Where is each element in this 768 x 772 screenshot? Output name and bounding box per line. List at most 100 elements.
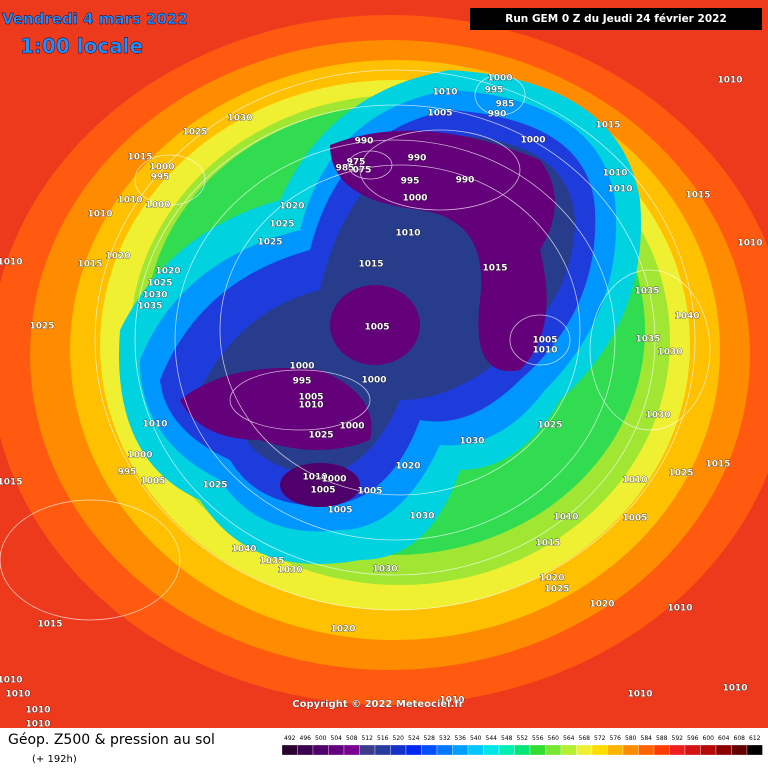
- pressure-label: 1000: [487, 74, 512, 84]
- pressure-label: 995: [118, 468, 137, 478]
- pressure-label: 1015: [37, 620, 62, 630]
- legend-swatch: [560, 744, 577, 756]
- pressure-label: 1020: [279, 202, 304, 212]
- pressure-label: 1015: [595, 121, 620, 131]
- forecast-time: 1:00 locale: [20, 34, 143, 58]
- legend-swatch: [638, 744, 655, 756]
- pressure-label: 1010: [439, 696, 464, 706]
- pressure-label: 1005: [298, 393, 323, 403]
- pressure-label: 1005: [532, 336, 557, 346]
- pressure-label: 1015: [705, 460, 730, 470]
- legend-label: 552: [517, 735, 529, 742]
- legend-swatch: [312, 744, 329, 756]
- pressure-label: 995: [151, 173, 170, 183]
- legend-label: 572: [594, 735, 606, 742]
- legend-swatch: [405, 744, 422, 756]
- geopotential-field: [0, 0, 768, 728]
- pressure-label: 1010: [0, 676, 23, 686]
- pressure-label: 1010: [87, 210, 112, 220]
- legend-swatch: [297, 744, 314, 756]
- legend-label: 532: [439, 735, 451, 742]
- legend-label: 516: [377, 735, 389, 742]
- pressure-label: 1025: [537, 421, 562, 431]
- run-info: Run GEM 0 Z du Jeudi 24 février 2022: [505, 13, 727, 25]
- forecast-date: Vendredi 4 mars 2022: [2, 10, 188, 28]
- legend-swatch: [281, 744, 298, 756]
- legend-swatch: [343, 744, 360, 756]
- pressure-label: 1030: [645, 411, 670, 421]
- legend-label: 588: [656, 735, 668, 742]
- pressure-label: 990: [456, 176, 475, 186]
- legend-label: 544: [486, 735, 498, 742]
- legend-swatch: [529, 744, 546, 756]
- legend-label: 508: [346, 735, 358, 742]
- pressure-label: 1000: [289, 362, 314, 372]
- legend-label: 604: [718, 735, 730, 742]
- pressure-label: 1040: [674, 312, 699, 322]
- pressure-label: 1015: [685, 191, 710, 201]
- pressure-label: 1035: [259, 557, 284, 567]
- legend-label: 608: [734, 735, 746, 742]
- legend-swatch: [452, 744, 469, 756]
- pressure-label: 985: [336, 164, 355, 174]
- pressure-label: 1005: [364, 323, 389, 333]
- pressure-label: 1000: [127, 451, 152, 461]
- pressure-label: 1005: [357, 487, 382, 497]
- color-legend: 492 496 500 504 508 512 516 520 524 528 532 536 540 5…: [281, 735, 763, 756]
- legend-label: 592: [672, 735, 684, 742]
- pressure-label: 1010: [432, 88, 457, 98]
- pressure-label: 1020: [589, 600, 614, 610]
- pressure-label: 1005: [327, 506, 352, 516]
- pressure-label: 1025: [544, 585, 569, 595]
- pressure-label: 1010: [627, 690, 652, 700]
- footer-subtitle: (+ 192h): [32, 754, 77, 765]
- legend-swatch: [700, 744, 717, 756]
- legend-swatch: [731, 744, 748, 756]
- pressure-label: 1020: [539, 574, 564, 584]
- pressure-label: 1030: [657, 348, 682, 358]
- legend-label: 536: [455, 735, 467, 742]
- pressure-label: 1025: [308, 431, 333, 441]
- pressure-label: 1005: [310, 486, 335, 496]
- legend-swatch: [607, 744, 624, 756]
- legend-label: 568: [579, 735, 591, 742]
- pressure-label: 1015: [535, 539, 560, 549]
- pressure-label: 995: [485, 86, 504, 96]
- pressure-label: 1010: [117, 196, 142, 206]
- pressure-label: 1025: [269, 220, 294, 230]
- legend-swatch: [328, 744, 345, 756]
- pressure-label: 1025: [202, 481, 227, 491]
- legend-label: 612: [749, 735, 761, 742]
- legend-label: 528: [424, 735, 436, 742]
- pressure-label: 1015: [482, 264, 507, 274]
- pressure-label: 1010: [298, 401, 323, 411]
- legend-label: 560: [548, 735, 560, 742]
- legend-swatch: [359, 744, 376, 756]
- legend-swatch: [483, 744, 500, 756]
- pressure-label: 1030: [372, 565, 397, 575]
- pressure-label: 075: [353, 166, 372, 176]
- pressure-label: 990: [488, 110, 507, 120]
- pressure-label: 985: [496, 100, 515, 110]
- pressure-label: 1030: [277, 566, 302, 576]
- legend-swatch: [684, 744, 701, 756]
- pressure-label: 1015: [0, 478, 23, 488]
- pressure-label: 1000: [321, 475, 346, 485]
- pressure-label: 1010: [25, 720, 50, 730]
- pressure-label: 1000: [361, 376, 386, 386]
- pressure-label: 1000: [339, 422, 364, 432]
- legend-label: 520: [393, 735, 405, 742]
- pressure-label: 1025: [182, 128, 207, 138]
- legend-label: 512: [362, 735, 374, 742]
- pressure-label: 975: [347, 158, 366, 168]
- legend-label: 580: [625, 735, 637, 742]
- pressure-label: 1005: [622, 514, 647, 524]
- pressure-label: 1015: [358, 260, 383, 270]
- pressure-label: 1010: [25, 706, 50, 716]
- pressure-label: 1035: [137, 302, 162, 312]
- pressure-label: 990: [355, 137, 374, 147]
- pressure-label: 1010: [553, 513, 578, 523]
- pressure-label: 1005: [140, 477, 165, 487]
- pressure-label: 1010: [142, 420, 167, 430]
